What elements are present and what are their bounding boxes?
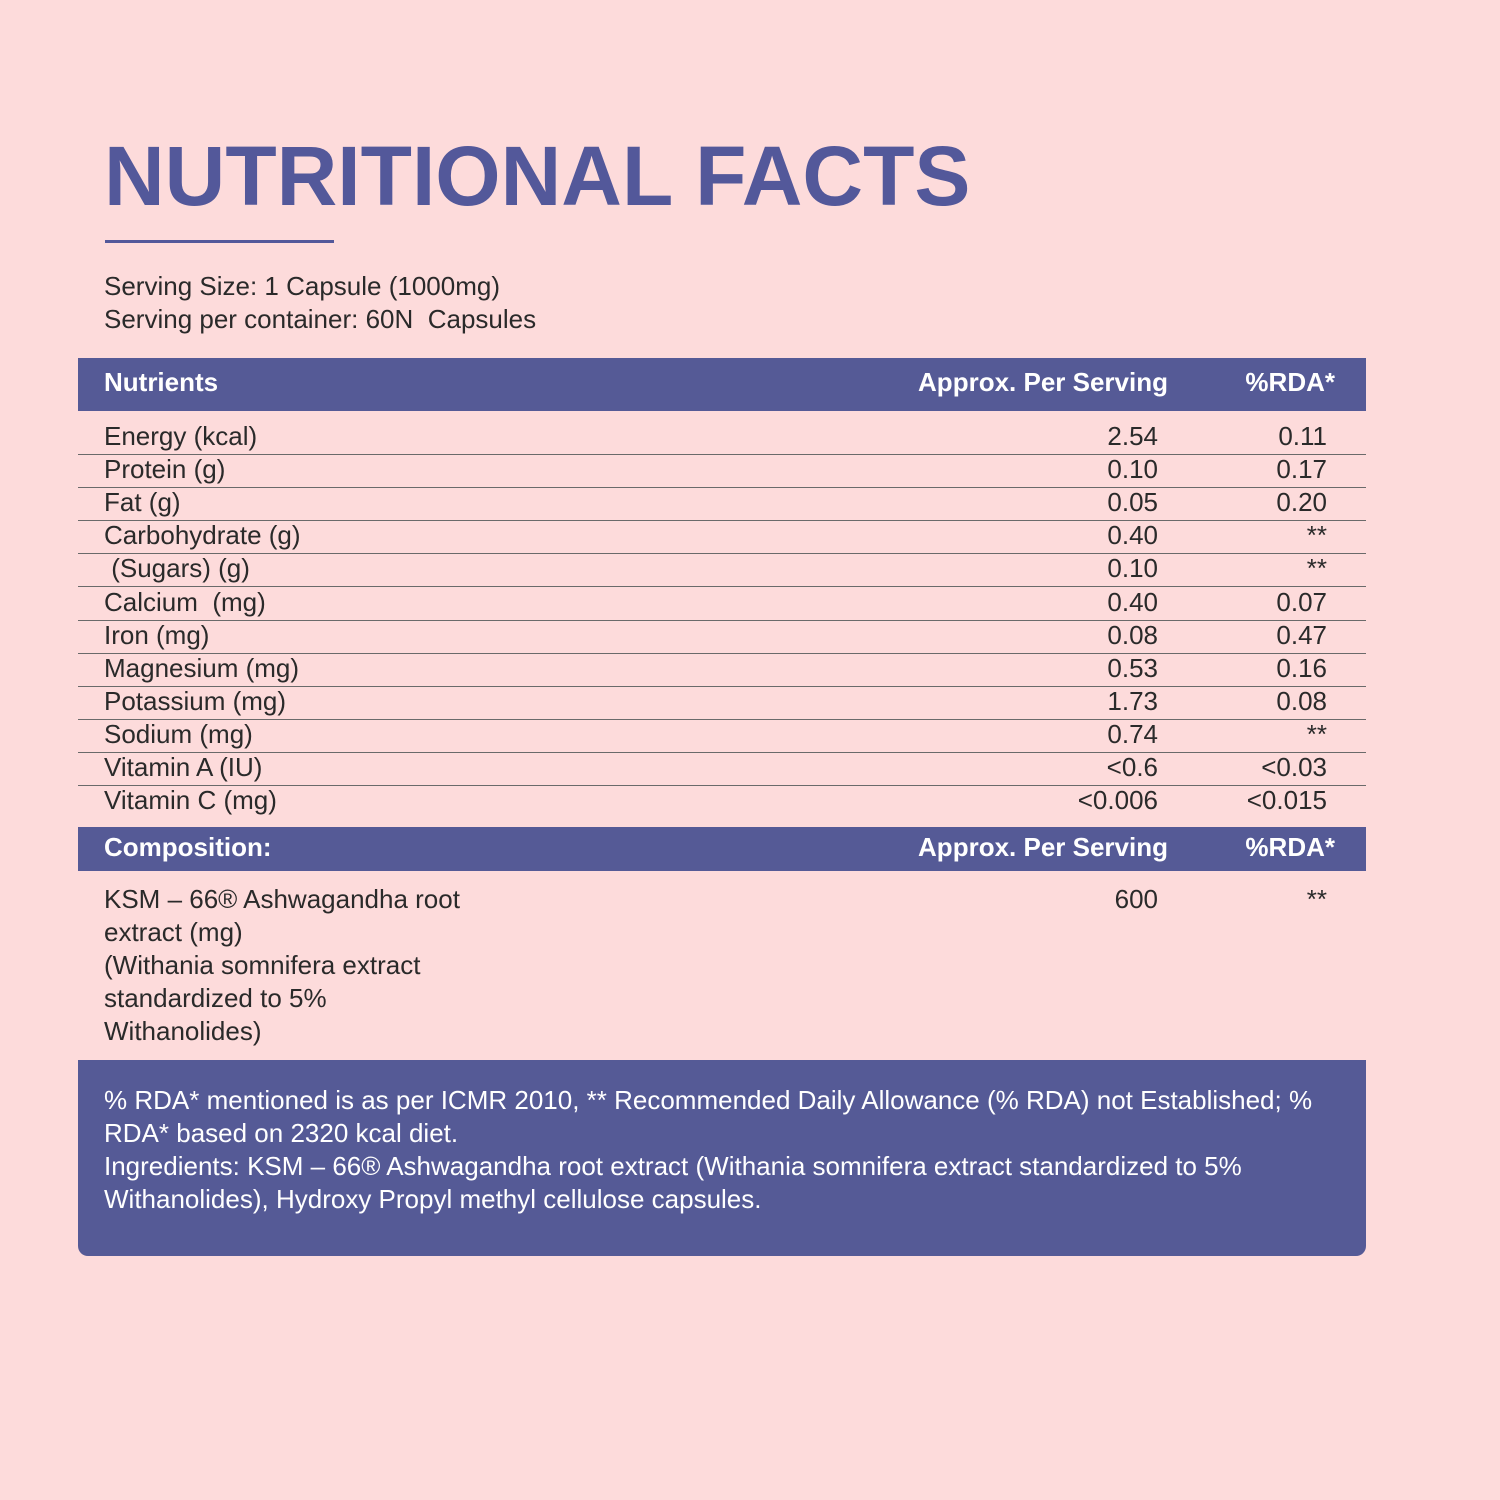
- composition-line: Withanolides): [104, 1016, 262, 1046]
- footer-box: % RDA* mentioned is as per ICMR 2010, **…: [78, 1060, 1366, 1256]
- rda: **: [1306, 553, 1327, 584]
- row-divider: [78, 718, 1366, 720]
- row-divider: [78, 553, 1366, 555]
- per-serving: 0.53: [1107, 652, 1158, 683]
- header-cell: Approx. Per Serving: [918, 367, 1168, 397]
- composition-line: KSM – 66® Ashwagandha root: [104, 884, 460, 914]
- rda: **: [1306, 520, 1327, 551]
- per-serving: 0.40: [1107, 520, 1158, 551]
- per-serving: 0.05: [1107, 487, 1158, 518]
- header-cell: %RDA*: [1245, 367, 1335, 397]
- composition-header: Composition: Approx. Per Serving %RDA*: [78, 827, 1366, 871]
- nutrient-name: Energy (kcal): [104, 421, 258, 451]
- footer-ingredients: Ingredients: KSM – 66® Ashwagandha root …: [104, 1151, 1242, 1214]
- per-serving: 1.73: [1107, 685, 1158, 716]
- header-cell: Approx. Per Serving: [918, 832, 1168, 862]
- rda: 0.11: [1278, 421, 1327, 451]
- footer-note: % RDA* mentioned is as per ICMR 2010, **…: [104, 1085, 1313, 1148]
- serving-per-container: Serving per container: 60N Capsules: [104, 304, 537, 334]
- composition-rda: **: [1306, 884, 1327, 914]
- rda: 0.20: [1276, 487, 1327, 518]
- rda: <0.03: [1261, 752, 1327, 782]
- row-divider: [78, 454, 1366, 455]
- row-divider: [78, 520, 1366, 522]
- title-underline: [105, 240, 334, 243]
- nutrient-name: Magnesium (mg): [104, 652, 300, 683]
- rda: <0.015: [1246, 785, 1327, 816]
- nutrient-name: Potassium (mg): [104, 685, 287, 716]
- row-divider: [78, 487, 1366, 489]
- rda: 0.08: [1276, 685, 1327, 716]
- rda: **: [1306, 718, 1327, 749]
- header-cell: %RDA*: [1245, 832, 1335, 862]
- per-serving: <0.6: [1106, 752, 1158, 782]
- header-cell: Composition:: [104, 832, 272, 862]
- nutrient-name: Fat (g): [104, 487, 181, 518]
- nutrient-name: Iron (mg): [104, 619, 210, 650]
- title: NUTRITIONAL FACTS: [104, 129, 971, 223]
- per-serving: 0.74: [1107, 718, 1158, 749]
- rda: 0.17: [1276, 454, 1327, 485]
- rda: 0.16: [1276, 652, 1327, 683]
- nutrient-name: Protein (g): [104, 454, 226, 485]
- row-divider: [78, 586, 1366, 588]
- per-serving: 2.54: [1107, 421, 1158, 451]
- table-header: Nutrients Approx. Per Serving %RDA*: [78, 358, 1366, 411]
- composition-line: (Withania somnifera extract: [104, 950, 421, 980]
- per-serving: 0.08: [1107, 619, 1158, 650]
- rda: 0.47: [1276, 619, 1327, 650]
- per-serving: <0.006: [1077, 785, 1158, 816]
- per-serving: 0.10: [1107, 553, 1158, 584]
- row-divider: [78, 685, 1366, 687]
- composition-line: standardized to 5%: [104, 983, 327, 1013]
- nutrient-name: Calcium (mg): [104, 586, 266, 617]
- header-cell: Nutrients: [104, 367, 219, 397]
- row-divider: [78, 619, 1366, 621]
- nutrient-name: Vitamin A (IU): [104, 752, 263, 782]
- row-divider: [78, 652, 1366, 654]
- nutrient-name: Sodium (mg): [104, 718, 253, 749]
- footer-text: % RDA* mentioned is as per ICMR 2010, **…: [104, 1084, 1314, 1216]
- rda: 0.07: [1276, 586, 1327, 617]
- composition-line: extract (mg): [104, 917, 243, 947]
- per-serving: 0.10: [1107, 454, 1158, 485]
- row-divider: [78, 751, 1366, 753]
- row-divider: [78, 785, 1366, 786]
- serving-size: Serving Size: 1 Capsule (1000mg): [104, 271, 500, 301]
- nutrient-name: (Sugars) (g): [104, 553, 250, 584]
- per-serving: 0.40: [1107, 586, 1158, 617]
- composition-amount: 600: [1114, 884, 1158, 914]
- nutrient-name: Carbohydrate (g): [104, 520, 301, 551]
- nutrient-name: Vitamin C (mg): [104, 785, 277, 816]
